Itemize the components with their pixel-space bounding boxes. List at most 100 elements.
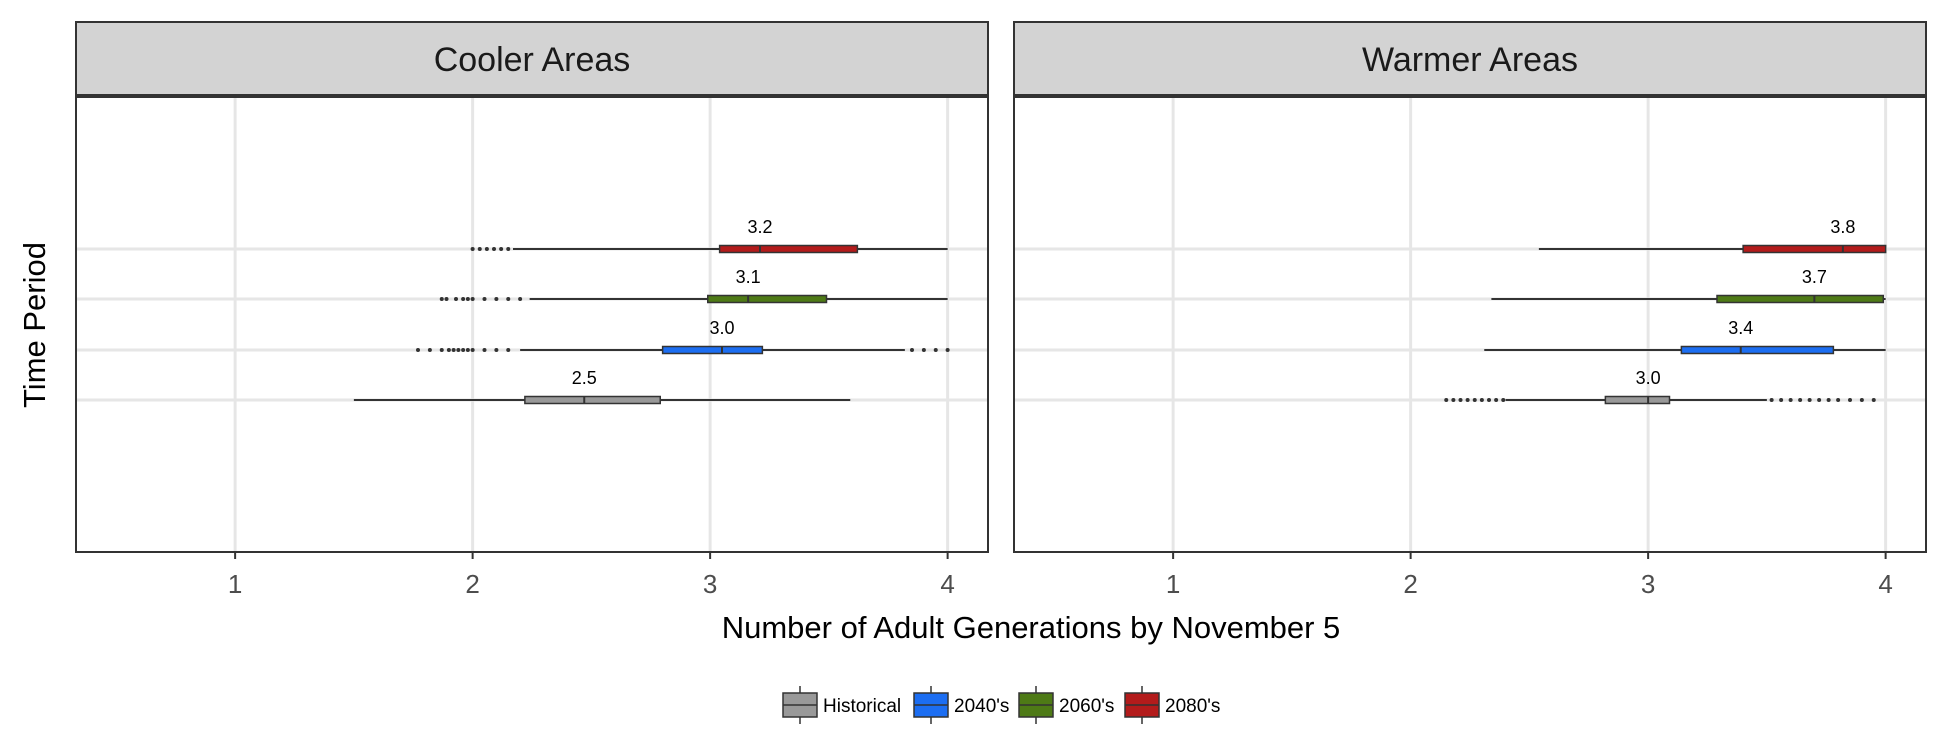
box-2040s: 3.0 bbox=[416, 318, 950, 355]
box-historical: 3.0 bbox=[1444, 368, 1876, 405]
outlier-point bbox=[945, 348, 950, 352]
x-tick-label: 4 bbox=[1878, 569, 1892, 599]
outlier-point bbox=[1769, 398, 1774, 402]
box-2060s: 3.1 bbox=[439, 267, 948, 304]
median-label: 2.5 bbox=[572, 368, 597, 388]
outlier-point bbox=[1848, 398, 1852, 402]
outlier-point bbox=[465, 297, 470, 301]
plot-background bbox=[1014, 97, 1926, 552]
box-2040s: 3.4 bbox=[1484, 318, 1886, 355]
outlier-point bbox=[439, 297, 444, 301]
outlier-point bbox=[1501, 398, 1506, 402]
outlier-point bbox=[1479, 398, 1484, 402]
box-iqr bbox=[661, 345, 764, 355]
outlier-point bbox=[1487, 398, 1491, 402]
outlier-point bbox=[506, 297, 511, 301]
outlier-point bbox=[439, 348, 444, 352]
x-axis-title: Number of Adult Generations by November … bbox=[722, 610, 1341, 645]
outlier-point bbox=[416, 348, 420, 352]
y-axis-title: Time Period bbox=[17, 242, 52, 408]
outlier-point bbox=[461, 297, 466, 301]
outlier-point bbox=[454, 297, 458, 301]
x-tick-label: 2 bbox=[1403, 569, 1417, 599]
outlier-point bbox=[506, 247, 511, 251]
legend-label: 2080's bbox=[1165, 696, 1220, 717]
plot-background bbox=[76, 97, 988, 552]
panel-border bbox=[75, 96, 989, 553]
outlier-point bbox=[1817, 398, 1822, 402]
box-iqr bbox=[1716, 294, 1884, 304]
median-label: 3.8 bbox=[1830, 217, 1855, 237]
box-iqr bbox=[1604, 395, 1671, 405]
x-tick-label: 3 bbox=[703, 569, 717, 599]
outlier-point bbox=[1859, 398, 1864, 402]
outlier-point bbox=[444, 297, 449, 301]
outlier-point bbox=[477, 247, 482, 251]
legend-label: 2060's bbox=[1059, 696, 1114, 717]
outlier-point bbox=[1788, 398, 1793, 402]
box-iqr bbox=[707, 294, 828, 304]
x-tick-label: 2 bbox=[465, 569, 479, 599]
outlier-point bbox=[1871, 398, 1876, 402]
box-iqr bbox=[524, 395, 661, 405]
legend-label: Historical bbox=[823, 696, 901, 717]
panel-strip bbox=[1013, 21, 1927, 96]
outlier-point bbox=[451, 348, 456, 352]
legend-item: Historical bbox=[782, 686, 901, 724]
legend: Historical 2040's 2060's 2080's bbox=[782, 686, 1220, 724]
outlier-point bbox=[492, 247, 496, 251]
outlier-point bbox=[1444, 398, 1449, 402]
legend-item: 2080's bbox=[1124, 686, 1220, 724]
outlier-point bbox=[1451, 398, 1456, 402]
x-tick-label: 1 bbox=[1166, 569, 1180, 599]
x-tick-label: 1 bbox=[228, 569, 242, 599]
box-iqr bbox=[1680, 345, 1835, 355]
outlier-point bbox=[494, 297, 499, 301]
outlier-point bbox=[465, 348, 470, 352]
outlier-point bbox=[933, 348, 938, 352]
panel-warmer: Warmer Areas 3.0 3.4 3.7 3.8 1 2 3 4 bbox=[1013, 21, 1927, 599]
box-2060s: 3.7 bbox=[1491, 267, 1886, 304]
outlier-point bbox=[470, 348, 475, 352]
outlier-point bbox=[1836, 398, 1841, 402]
outlier-point bbox=[1494, 398, 1499, 402]
x-tick-label: 3 bbox=[1641, 569, 1655, 599]
outlier-point bbox=[1458, 398, 1463, 402]
outlier-point bbox=[1798, 398, 1803, 402]
outlier-point bbox=[1472, 398, 1477, 402]
outlier-point bbox=[910, 348, 914, 352]
legend-item: 2040's bbox=[913, 686, 1009, 724]
panel-title: Cooler Areas bbox=[434, 41, 631, 79]
median-label: 3.0 bbox=[1636, 368, 1661, 388]
outlier-point bbox=[1465, 398, 1470, 402]
median-label: 3.1 bbox=[736, 267, 761, 287]
panel-strip bbox=[75, 21, 989, 96]
median-label: 3.4 bbox=[1728, 318, 1753, 338]
outlier-point bbox=[484, 247, 489, 251]
outlier-point bbox=[921, 348, 926, 352]
outlier-point bbox=[470, 297, 475, 301]
outlier-point bbox=[461, 348, 466, 352]
box-2080s: 3.8 bbox=[1538, 217, 1887, 254]
panel-cooler: Cooler Areas 2.5 3.0 3.1 3.2 1 2 3 4 bbox=[75, 21, 989, 599]
median-label: 3.7 bbox=[1802, 267, 1827, 287]
panel-title: Warmer Areas bbox=[1362, 41, 1578, 79]
panel-border bbox=[1013, 96, 1927, 553]
outlier-point bbox=[427, 348, 432, 352]
outlier-point bbox=[518, 297, 523, 301]
outlier-point bbox=[1807, 398, 1812, 402]
box-iqr bbox=[718, 244, 859, 254]
box-iqr bbox=[1742, 244, 1887, 254]
box-2080s: 3.2 bbox=[470, 217, 948, 254]
outlier-point bbox=[456, 348, 461, 352]
outlier-point bbox=[482, 297, 487, 301]
box-historical: 2.5 bbox=[353, 368, 851, 405]
outlier-point bbox=[499, 247, 504, 251]
outlier-point bbox=[1826, 398, 1831, 402]
outlier-point bbox=[446, 348, 451, 352]
outlier-point bbox=[1779, 398, 1784, 402]
median-label: 3.2 bbox=[747, 217, 772, 237]
median-label: 3.0 bbox=[709, 318, 734, 338]
outlier-point bbox=[506, 348, 511, 352]
